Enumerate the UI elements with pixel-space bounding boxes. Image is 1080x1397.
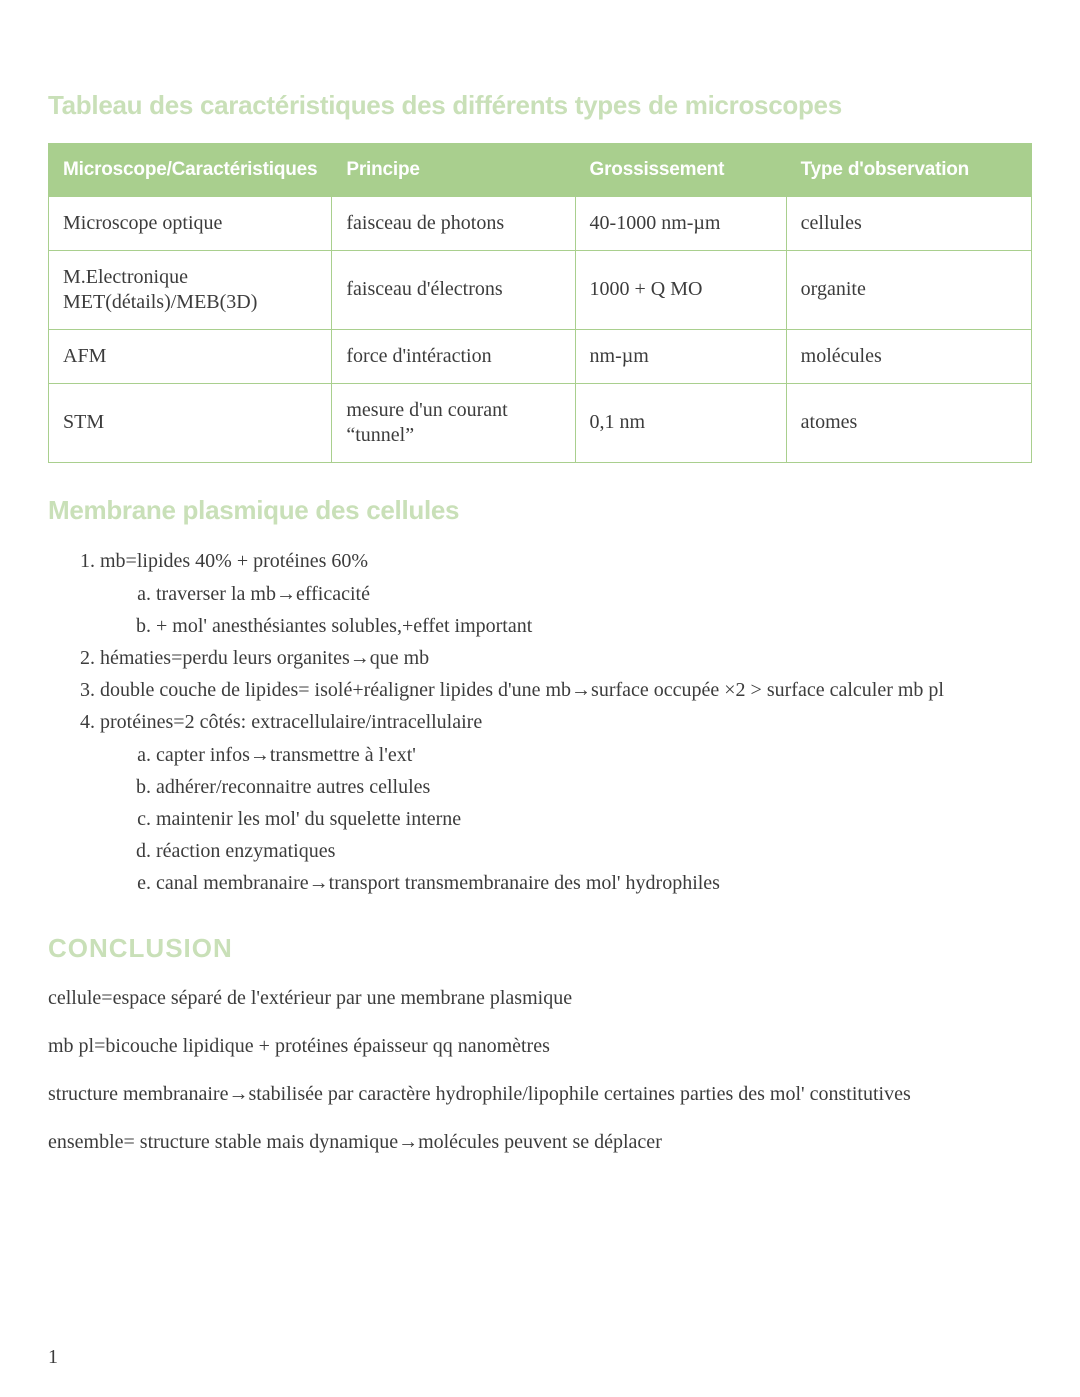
conclusion-para: ensemble= structure stable mais dynamiqu… <box>48 1128 1032 1156</box>
list-item: hématies=perdu leurs organites→que mb <box>100 643 1032 674</box>
col-header: Grossissement <box>575 144 786 197</box>
col-header: Principe <box>332 144 575 197</box>
table-row: Microscope optique faisceau de photons 4… <box>49 196 1032 250</box>
cell: faisceau de photons <box>332 196 575 250</box>
cell: STM <box>49 383 332 462</box>
page-number: 1 <box>48 1346 58 1369</box>
cell: atomes <box>786 383 1031 462</box>
conclusion-para: cellule=espace séparé de l'extérieur par… <box>48 984 1032 1012</box>
list-item: capter infos→transmettre à l'ext' <box>156 740 1032 771</box>
sub-list: traverser la mb→efficacité + mol' anesth… <box>100 579 1032 642</box>
table-heading: Tableau des caractéristiques des différe… <box>48 90 1032 121</box>
cell: mesure d'un courant “tunnel” <box>332 383 575 462</box>
list-item: traverser la mb→efficacité <box>156 579 1032 610</box>
list-text: mb=lipides 40% + protéines 60% <box>100 550 368 572</box>
membrane-heading: Membrane plasmique des cellules <box>48 495 1032 526</box>
cell: organite <box>786 250 1031 329</box>
table-row: STM mesure d'un courant “tunnel” 0,1 nm … <box>49 383 1032 462</box>
membrane-notes-list: mb=lipides 40% + protéines 60% traverser… <box>48 546 1032 899</box>
cell: M.Electronique MET(détails)/MEB(3D) <box>49 250 332 329</box>
microscope-table: Microscope/Caractéristiques Principe Gro… <box>48 143 1032 463</box>
list-item: protéines=2 côtés: extracellulaire/intra… <box>100 707 1032 899</box>
conclusion-para: mb pl=bicouche lipidique + protéines épa… <box>48 1032 1032 1060</box>
cell: Microscope optique <box>49 196 332 250</box>
list-item: + mol' anesthésiantes solubles,+effet im… <box>156 611 1032 642</box>
cell: molécules <box>786 329 1031 383</box>
cell: 1000 + Q MO <box>575 250 786 329</box>
list-item: réaction enzymatiques <box>156 836 1032 867</box>
col-header: Microscope/Caractéristiques <box>49 144 332 197</box>
list-item: adhérer/reconnaitre autres cellules <box>156 772 1032 803</box>
cell: AFM <box>49 329 332 383</box>
list-item: maintenir les mol' du squelette interne <box>156 804 1032 835</box>
list-text: protéines=2 côtés: extracellulaire/intra… <box>100 711 482 733</box>
col-header: Type d'observation <box>786 144 1031 197</box>
table-row: M.Electronique MET(détails)/MEB(3D) fais… <box>49 250 1032 329</box>
cell: 40-1000 nm-µm <box>575 196 786 250</box>
cell: cellules <box>786 196 1031 250</box>
list-item: canal membranaire→transport transmembran… <box>156 868 1032 899</box>
conclusion-para: structure membranaire→stabilisée par car… <box>48 1080 1032 1108</box>
list-item: double couche de lipides= isolé+réaligne… <box>100 675 1032 706</box>
list-item: mb=lipides 40% + protéines 60% traverser… <box>100 546 1032 642</box>
sub-list: capter infos→transmettre à l'ext' adhére… <box>100 740 1032 899</box>
cell: 0,1 nm <box>575 383 786 462</box>
table-header-row: Microscope/Caractéristiques Principe Gro… <box>49 144 1032 197</box>
table-row: AFM force d'intéraction nm-µm molécules <box>49 329 1032 383</box>
cell: faisceau d'électrons <box>332 250 575 329</box>
cell: force d'intéraction <box>332 329 575 383</box>
cell: nm-µm <box>575 329 786 383</box>
conclusion-heading: CONCLUSION <box>48 933 1032 964</box>
